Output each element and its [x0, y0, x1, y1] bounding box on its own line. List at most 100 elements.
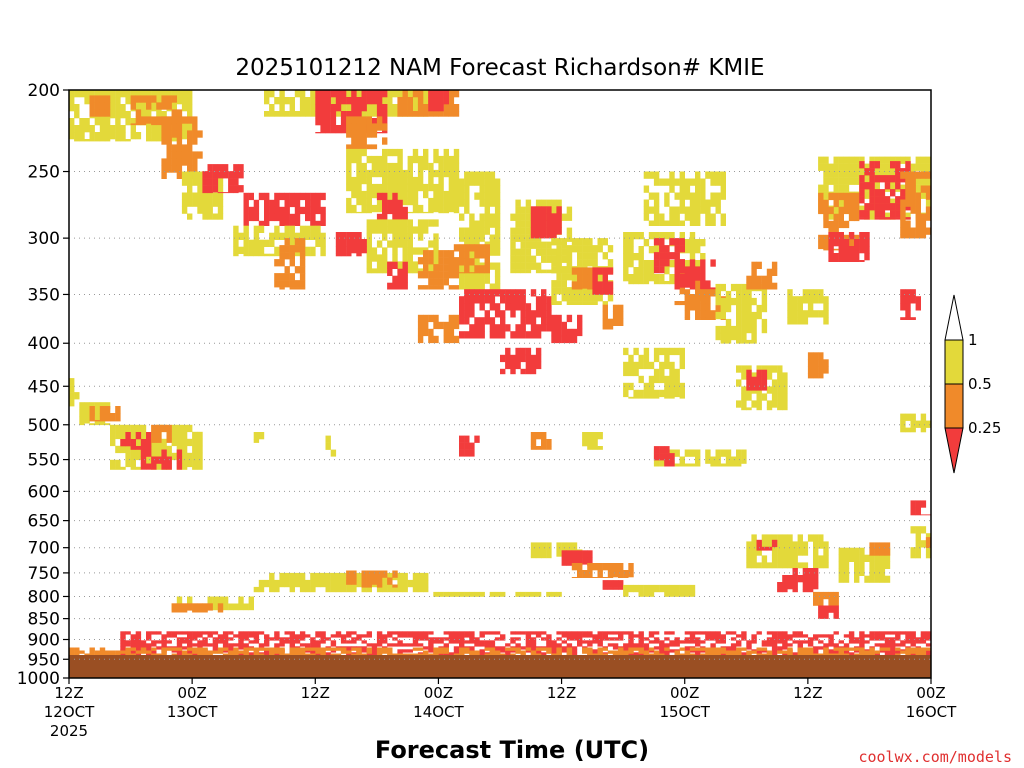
- heatmap-cell: [387, 653, 393, 656]
- heatmap-cell: [443, 148, 449, 157]
- heatmap-cell: [602, 281, 608, 289]
- heatmap-cell: [104, 139, 111, 142]
- heatmap-cell: [679, 178, 685, 186]
- heatmap-cell: [648, 192, 655, 200]
- heatmap-cell: [777, 631, 783, 635]
- heatmap-cell: [746, 297, 752, 306]
- heatmap-cell: [371, 643, 378, 647]
- heatmap-cell: [510, 227, 516, 235]
- heatmap-cell: [325, 435, 331, 443]
- heatmap-cell: [874, 161, 880, 169]
- heatmap-cell: [500, 653, 506, 656]
- heatmap-cell: [818, 591, 824, 600]
- heatmap-cell: [638, 281, 644, 285]
- heatmap-cell: [402, 634, 408, 638]
- heatmap-cell: [130, 637, 136, 641]
- heatmap-cell: [274, 246, 280, 254]
- heatmap-cell: [848, 647, 855, 651]
- heatmap-cell: [274, 637, 280, 641]
- heatmap-cell: [253, 213, 260, 222]
- heatmap-cell: [900, 234, 906, 239]
- heatmap-cell: [351, 204, 357, 213]
- heatmap-cell: [264, 206, 270, 215]
- heatmap-cell: [299, 97, 306, 105]
- heatmap-cell: [320, 634, 326, 638]
- heatmap-cell: [664, 647, 670, 651]
- heatmap-cell: [761, 297, 768, 306]
- heatmap-cell: [695, 289, 701, 297]
- heatmap-cell: [643, 185, 650, 193]
- heatmap-cell: [535, 653, 542, 656]
- heatmap-cell: [715, 634, 721, 638]
- heatmap-cell: [905, 413, 911, 421]
- heatmap-cell: [879, 217, 886, 220]
- heatmap-cell: [197, 185, 203, 193]
- heatmap-cell: [659, 453, 665, 461]
- heatmap-cell: [371, 219, 378, 227]
- heatmap-cell: [135, 643, 142, 647]
- heatmap-cell: [653, 259, 660, 267]
- heatmap-cell: [700, 199, 706, 207]
- heatmap-cell: [505, 649, 511, 653]
- heatmap-cell: [869, 196, 875, 204]
- heatmap-cell: [530, 241, 537, 249]
- heatmap-cell: [217, 185, 224, 193]
- heatmap-cell: [459, 647, 465, 651]
- heatmap-cell: [551, 301, 557, 305]
- heatmap-cell: [402, 653, 408, 656]
- heatmap-cell: [181, 424, 188, 433]
- heatmap-cell: [130, 459, 136, 468]
- heatmap-cell: [361, 577, 367, 585]
- heatmap-cell: [428, 211, 434, 214]
- heatmap-cell: [217, 199, 224, 207]
- heatmap-cell: [535, 227, 542, 235]
- heatmap-cell: [459, 213, 465, 221]
- heatmap-cell: [756, 369, 762, 377]
- heatmap-cell: [659, 653, 665, 656]
- heatmap-cell: [366, 586, 372, 593]
- heatmap-cell: [679, 653, 685, 656]
- heatmap-cell: [700, 253, 706, 261]
- heatmap-cell: [197, 199, 203, 207]
- heatmap-cell: [628, 354, 634, 363]
- heatmap-cell: [910, 554, 916, 559]
- heatmap-cell: [797, 303, 803, 311]
- heatmap-cell: [741, 339, 747, 344]
- heatmap-cell: [264, 192, 270, 201]
- heatmap-cell: [587, 288, 593, 290]
- heatmap-cell: [710, 287, 716, 290]
- heatmap-cell: [356, 190, 362, 199]
- heatmap-cell: [315, 90, 321, 98]
- heatmap-cell: [535, 591, 542, 597]
- heatmap-cell: [905, 317, 911, 320]
- heatmap-cell: [443, 97, 449, 105]
- heatmap-cell: [387, 199, 393, 208]
- heatmap-cell: [474, 220, 480, 228]
- heatmap-cell: [505, 354, 511, 363]
- heatmap-cell: [376, 116, 383, 124]
- heatmap-cell: [813, 646, 819, 650]
- heatmap-cell: [833, 631, 839, 635]
- heatmap-cell: [187, 185, 193, 193]
- heatmap-cell: [335, 246, 342, 254]
- heatmap-cell: [510, 649, 516, 653]
- heatmap-cell: [146, 102, 152, 110]
- heatmap-cell: [412, 261, 419, 269]
- heatmap-cell: [151, 438, 157, 443]
- heatmap-cell: [130, 634, 136, 638]
- heatmap-cell: [438, 111, 444, 117]
- heatmap-cell: [689, 280, 696, 288]
- heatmap-cell: [500, 354, 506, 363]
- heatmap-cell: [325, 572, 331, 581]
- heatmap-cell: [807, 575, 814, 583]
- heatmap-cell: [659, 238, 665, 246]
- heatmap-cell: [915, 199, 921, 207]
- heatmap-cell: [807, 303, 814, 311]
- heatmap-cell: [448, 111, 455, 117]
- heatmap-cell: [541, 289, 547, 297]
- heatmap-cell: [566, 252, 573, 260]
- heatmap-cell: [279, 104, 285, 112]
- heatmap-cell: [412, 653, 419, 656]
- heatmap-cell: [546, 248, 552, 256]
- heatmap-cell: [484, 317, 490, 325]
